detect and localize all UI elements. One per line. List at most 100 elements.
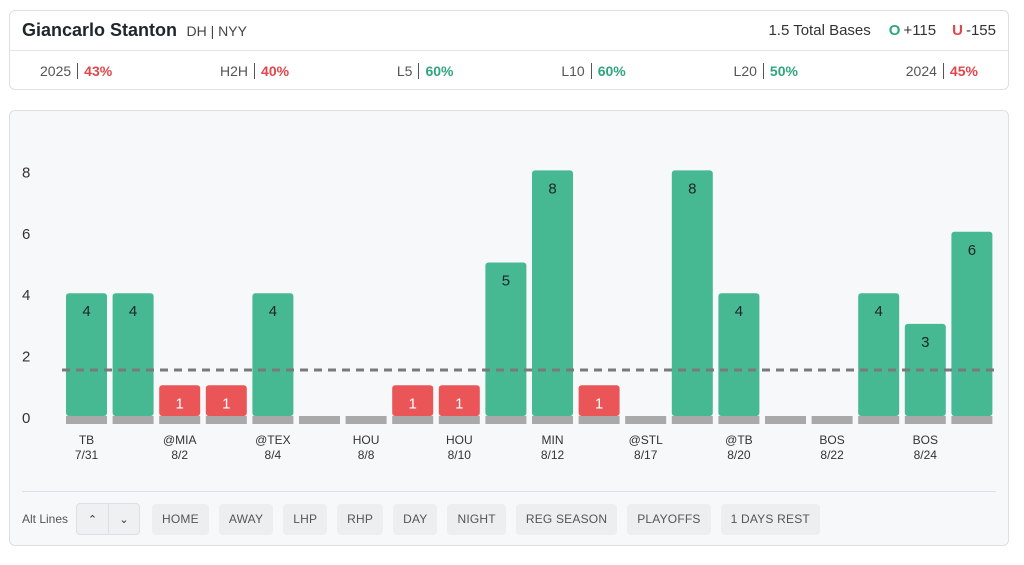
bar-value-label: 1 [595, 395, 603, 412]
filter-lhp-button[interactable]: LHP [283, 503, 328, 535]
bar-base [765, 416, 806, 424]
player-name: Giancarlo Stanton [22, 20, 178, 40]
filter-controls: Alt Lines ⌃ ⌄ HOME AWAY LHP RHP DAY NIGH… [22, 503, 830, 535]
bar-value-label: 4 [735, 303, 743, 320]
bar-value-label: 8 [688, 180, 696, 197]
bar [858, 293, 900, 416]
over-icon: O [888, 22, 901, 39]
bar-base [438, 416, 480, 424]
x-tick-opponent: @TEX [255, 433, 291, 447]
stat-l5[interactable]: L5 60% [396, 62, 454, 79]
bar-base [66, 416, 107, 424]
bar [205, 385, 247, 416]
x-tick-opponent: @MIA [163, 433, 197, 447]
x-tick-date: 8/20 [727, 448, 751, 462]
bar [159, 385, 201, 416]
bar-value-label: 1 [455, 395, 463, 412]
bar-value-label: 3 [921, 334, 929, 351]
bar-base [951, 416, 993, 424]
y-tick-label: 8 [22, 164, 30, 181]
bar-base [159, 416, 201, 424]
x-tick-opponent: @STL [629, 433, 664, 447]
bar-base [345, 416, 387, 424]
hit-rate-stats: 2025 43% H2H 40% L5 60% L10 60% L20 50% 2024 4… [10, 51, 1008, 90]
under-odds[interactable]: -155 [965, 22, 996, 39]
stat-l10[interactable]: L10 60% [561, 62, 626, 79]
player-header: Giancarlo Stanton DH | NYY 1.5 Total Bas… [10, 11, 1008, 51]
x-tick-opponent: @TB [725, 433, 753, 447]
x-tick-date: 8/17 [634, 448, 658, 462]
bar [438, 385, 480, 416]
bar-base [671, 416, 713, 424]
alt-line-up-button[interactable]: ⌃ [77, 504, 108, 534]
under-icon: U [952, 22, 963, 39]
bar-base [205, 416, 247, 424]
filter-rhp-button[interactable]: RHP [337, 503, 384, 535]
filter-home-button[interactable]: HOME [152, 503, 209, 535]
x-tick-date: 7/31 [75, 448, 99, 462]
player-position-team: DH | NYY [186, 23, 247, 39]
filter-away-button[interactable]: AWAY [218, 503, 274, 535]
y-tick-label: 6 [22, 226, 30, 243]
bar-base [578, 416, 620, 424]
over-odds[interactable]: +115 [903, 22, 937, 39]
y-tick-label: 2 [22, 349, 30, 366]
bar-value-label: 1 [222, 395, 230, 412]
x-tick-date: 8/22 [820, 448, 844, 462]
bar [392, 385, 434, 416]
bar-base [904, 416, 946, 424]
bar-value-label: 4 [875, 303, 883, 320]
bar [252, 293, 294, 416]
bar [66, 293, 107, 416]
filter-playoffs-button[interactable]: PLAYOFFS [627, 503, 711, 535]
bar-value-label: 1 [409, 395, 417, 412]
x-tick-date: 8/24 [914, 448, 938, 462]
bar-value-label: 1 [176, 395, 184, 412]
alt-line-down-button[interactable]: ⌄ [108, 504, 139, 534]
bar-value-label: 5 [502, 273, 510, 290]
y-tick-label: 0 [22, 410, 30, 427]
bar-base [392, 416, 434, 424]
x-tick-opponent: BOS [819, 433, 844, 447]
bar-base [858, 416, 900, 424]
filter-day-button[interactable]: DAY [393, 503, 438, 535]
x-tick-opponent: MIN [542, 433, 564, 447]
x-tick-opponent: HOU [446, 433, 473, 447]
divider [22, 491, 996, 492]
player-header-card: Giancarlo Stanton DH | NYY 1.5 Total Bas… [9, 10, 1009, 90]
bar-base [625, 416, 667, 424]
bar [532, 170, 573, 416]
chevron-up-icon: ⌃ [87, 513, 98, 526]
prop-label: 1.5 Total Bases [768, 22, 871, 39]
filter-days-rest-button[interactable]: 1 DAYS REST [720, 503, 820, 535]
y-tick-label: 4 [22, 287, 30, 304]
filter-reg-season-button[interactable]: REG SEASON [515, 503, 618, 535]
x-tick-date: 8/12 [541, 448, 565, 462]
bar [951, 231, 993, 416]
x-tick-opponent: TB [79, 433, 94, 447]
chevron-down-icon: ⌄ [119, 513, 129, 526]
x-tick-date: 8/2 [171, 448, 188, 462]
bar-base [532, 416, 573, 424]
x-tick-date: 8/4 [265, 448, 282, 462]
bar-base [485, 416, 527, 424]
alt-lines-label: Alt Lines [22, 512, 69, 526]
x-tick-opponent: BOS [913, 433, 938, 447]
chart-card: 0 2 4 6 8 4 TB 7/31 4 1 @MIA 8/2 1 4 @TEX 8/4 HOU 8/8 1 1 HO… [9, 110, 1009, 546]
bar-value-label: 4 [82, 303, 90, 320]
bar-value-label: 4 [129, 303, 137, 320]
bar-base [252, 416, 294, 424]
bar-value-label: 6 [968, 242, 976, 259]
stat-2024[interactable]: 2024 45% [905, 62, 978, 79]
bar [671, 170, 713, 416]
x-tick-date: 8/8 [358, 448, 375, 462]
bar-base [299, 416, 340, 424]
bar [485, 262, 527, 416]
filter-night-button[interactable]: NIGHT [447, 503, 506, 535]
stat-2025[interactable]: 2025 43% [40, 62, 113, 79]
stat-h2h[interactable]: H2H 40% [220, 62, 290, 79]
x-tick-opponent: HOU [353, 433, 380, 447]
bar-value-label: 8 [548, 180, 556, 197]
bar [904, 323, 946, 416]
stat-l20[interactable]: L20 50% [733, 62, 798, 79]
